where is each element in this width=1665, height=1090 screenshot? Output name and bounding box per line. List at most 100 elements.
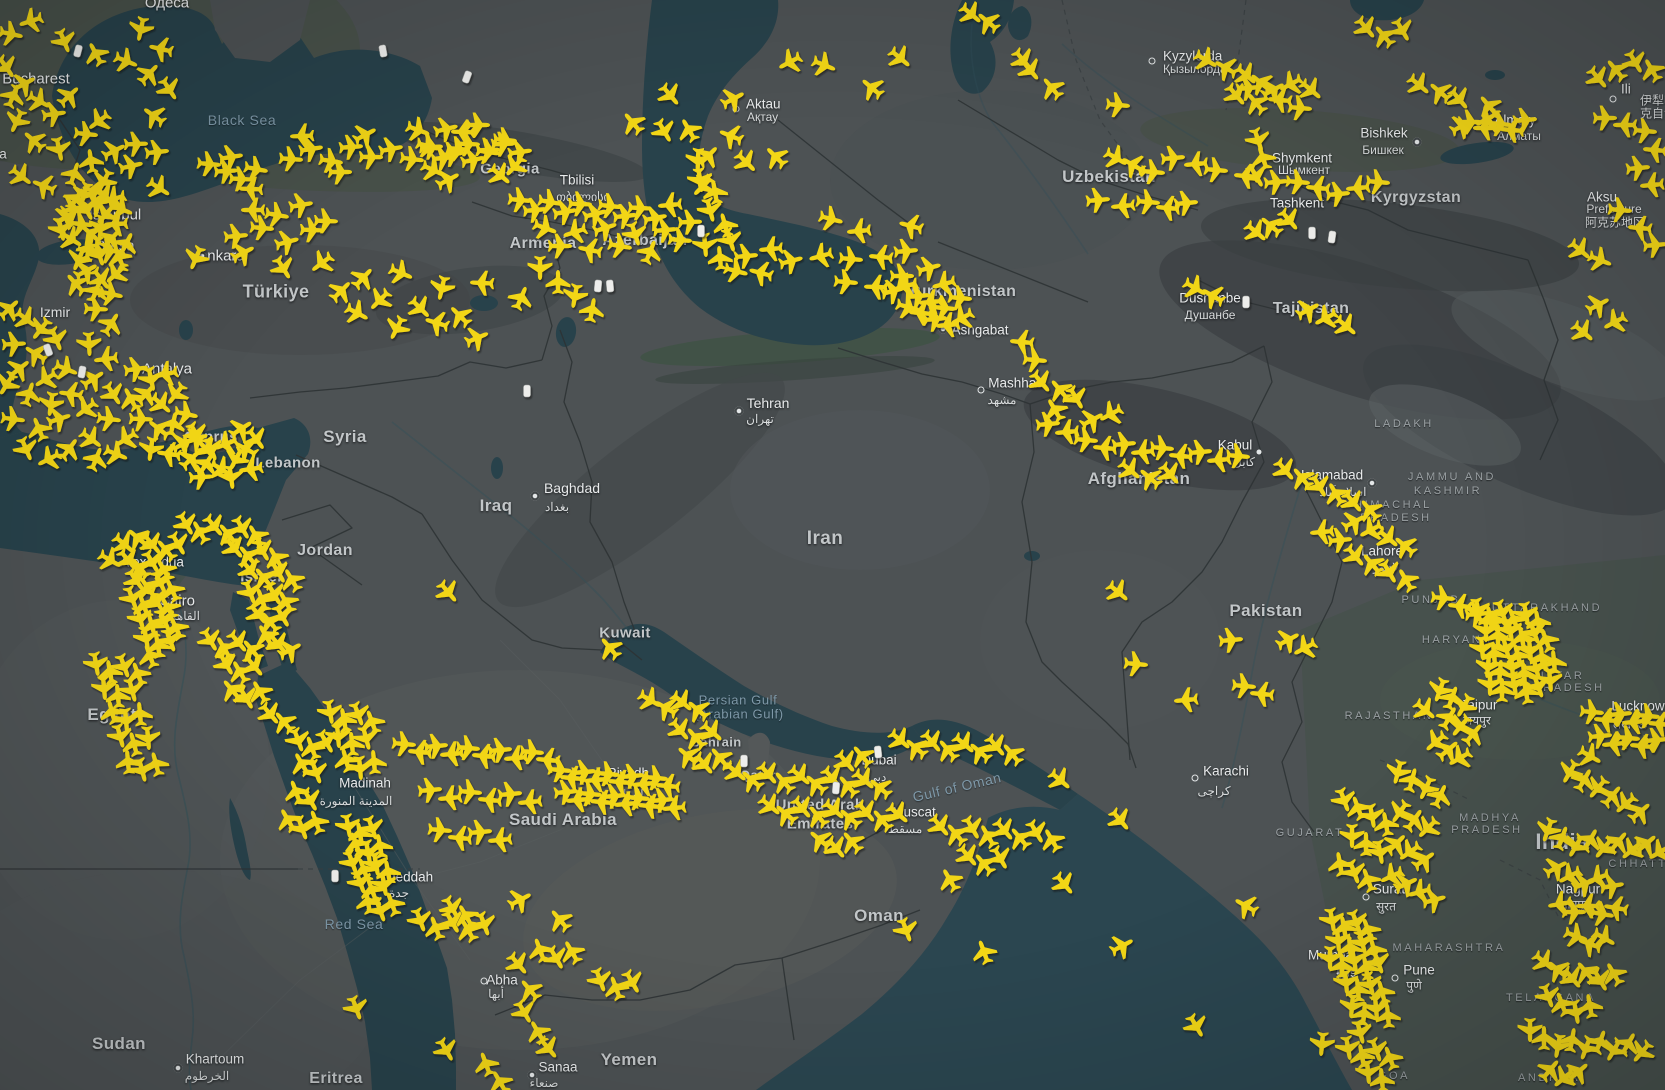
aircraft-icon[interactable] (1248, 680, 1276, 708)
aircraft-icon[interactable] (340, 992, 372, 1024)
aircraft-icon[interactable] (672, 113, 706, 147)
aircraft-icon[interactable] (592, 630, 628, 666)
aircraft-icon[interactable] (273, 633, 307, 667)
aircraft-icon[interactable] (350, 722, 382, 753)
light-aircraft-icon[interactable] (697, 224, 705, 238)
light-aircraft-icon[interactable] (593, 279, 603, 293)
aircraft-icon[interactable] (429, 1033, 463, 1067)
light-aircraft-icon[interactable] (331, 869, 339, 883)
aircraft-icon[interactable] (716, 82, 750, 116)
aircraft-icon[interactable] (1602, 893, 1631, 923)
aircraft-icon[interactable] (131, 56, 167, 92)
aircraft-icon[interactable] (1109, 192, 1137, 220)
aircraft-icon[interactable] (216, 142, 245, 172)
aircraft-icon[interactable] (1042, 762, 1078, 798)
aircraft-icon[interactable] (656, 191, 684, 219)
aircraft-icon[interactable] (845, 217, 873, 245)
light-aircraft-icon[interactable] (1327, 230, 1337, 244)
aircraft-icon[interactable] (1046, 866, 1082, 902)
aircraft-icon[interactable] (110, 44, 142, 78)
aircraft-icon[interactable] (126, 700, 154, 728)
aircraft-icon[interactable] (1573, 739, 1607, 773)
aircraft-icon[interactable] (615, 105, 651, 141)
aircraft-icon[interactable] (116, 674, 148, 705)
aircraft-icon[interactable] (1104, 91, 1132, 119)
light-aircraft-icon[interactable] (42, 342, 54, 358)
aircraft-icon[interactable] (1308, 1030, 1336, 1058)
aircraft-icon[interactable] (271, 226, 302, 258)
aircraft-icon[interactable] (890, 914, 922, 946)
aircraft-icon[interactable] (1178, 271, 1212, 305)
aircraft-icon[interactable] (16, 123, 52, 159)
aircraft-icon[interactable] (1, 330, 27, 358)
aircraft-icon[interactable] (15, 5, 47, 37)
aircraft-icon[interactable] (1565, 314, 1601, 350)
aircraft-icon[interactable] (442, 298, 478, 334)
aircraft-icon[interactable] (22, 413, 56, 445)
light-aircraft-icon[interactable] (740, 754, 748, 768)
aircraft-icon[interactable] (427, 273, 457, 303)
aircraft-icon[interactable] (1179, 1009, 1213, 1043)
aircraft-icon[interactable] (815, 203, 846, 235)
aircraft-icon[interactable] (1105, 929, 1139, 963)
aircraft-icon[interactable] (542, 902, 578, 938)
aircraft-icon[interactable] (691, 231, 719, 259)
aircraft-icon[interactable] (758, 139, 794, 175)
aircraft-icon[interactable] (1242, 124, 1274, 156)
aircraft-icon[interactable] (1012, 52, 1048, 88)
aircraft-icon[interactable] (134, 724, 162, 752)
aircraft-icon[interactable] (304, 245, 340, 281)
aircraft-icon[interactable] (933, 863, 967, 897)
aircraft-icon[interactable] (1575, 992, 1605, 1021)
light-aircraft-icon[interactable] (523, 384, 531, 398)
light-aircraft-icon[interactable] (72, 43, 84, 59)
aircraft-icon[interactable] (136, 435, 166, 463)
aircraft-icon[interactable] (547, 233, 572, 259)
aircraft-icon[interactable] (1189, 43, 1223, 77)
aircraft-icon[interactable] (126, 14, 156, 44)
aircraft-icon[interactable] (892, 237, 920, 265)
aircraft-icon[interactable] (1598, 305, 1632, 339)
light-aircraft-icon[interactable] (461, 69, 473, 85)
aircraft-icon[interactable] (426, 816, 454, 844)
aircraft-icon[interactable] (430, 574, 466, 610)
light-aircraft-icon[interactable] (77, 364, 87, 380)
aircraft-icon[interactable] (143, 138, 171, 166)
aircraft-icon[interactable] (1217, 626, 1245, 654)
aircraft-icon[interactable] (28, 169, 60, 203)
aircraft-icon[interactable] (1284, 168, 1312, 196)
aircraft-icon[interactable] (0, 405, 27, 433)
aircraft-icon[interactable] (265, 251, 300, 285)
aircraft-icon[interactable] (1229, 889, 1263, 923)
aircraft-icon[interactable] (116, 151, 146, 181)
aircraft-icon[interactable] (3, 158, 39, 194)
aircraft-icon[interactable] (1134, 188, 1162, 216)
light-aircraft-icon[interactable] (378, 43, 388, 59)
aircraft-icon[interactable] (51, 78, 87, 114)
aircraft-icon[interactable] (1084, 186, 1112, 214)
aircraft-icon[interactable] (757, 235, 785, 263)
aircraft-icon[interactable] (1034, 70, 1070, 106)
aircraft-icon[interactable] (968, 936, 1000, 968)
aircraft-icon[interactable] (44, 134, 74, 164)
aircraft-icon[interactable] (1581, 288, 1615, 322)
aircraft-icon[interactable] (1641, 231, 1665, 259)
aircraft-icon[interactable] (1445, 109, 1479, 143)
aircraft-icon[interactable] (469, 269, 495, 297)
aircraft-icon[interactable] (832, 268, 860, 296)
aircraft-icon[interactable] (1100, 574, 1136, 610)
aircraft-icon[interactable] (360, 748, 388, 776)
aircraft-icon[interactable] (1196, 279, 1230, 313)
aircraft-icon[interactable] (867, 243, 895, 271)
aircraft-icon[interactable] (1624, 154, 1652, 182)
aircraft-icon[interactable] (1122, 650, 1150, 678)
aircraft-icon[interactable] (286, 190, 315, 220)
light-aircraft-icon[interactable] (831, 781, 841, 795)
aircraft-icon[interactable] (136, 98, 172, 134)
aircraft-icon[interactable] (384, 256, 417, 290)
aircraft-icon[interactable] (323, 273, 359, 309)
aircraft-icon[interactable] (73, 421, 109, 457)
aircraft-icon[interactable] (806, 240, 837, 272)
aircraft-icon[interactable] (773, 45, 807, 79)
